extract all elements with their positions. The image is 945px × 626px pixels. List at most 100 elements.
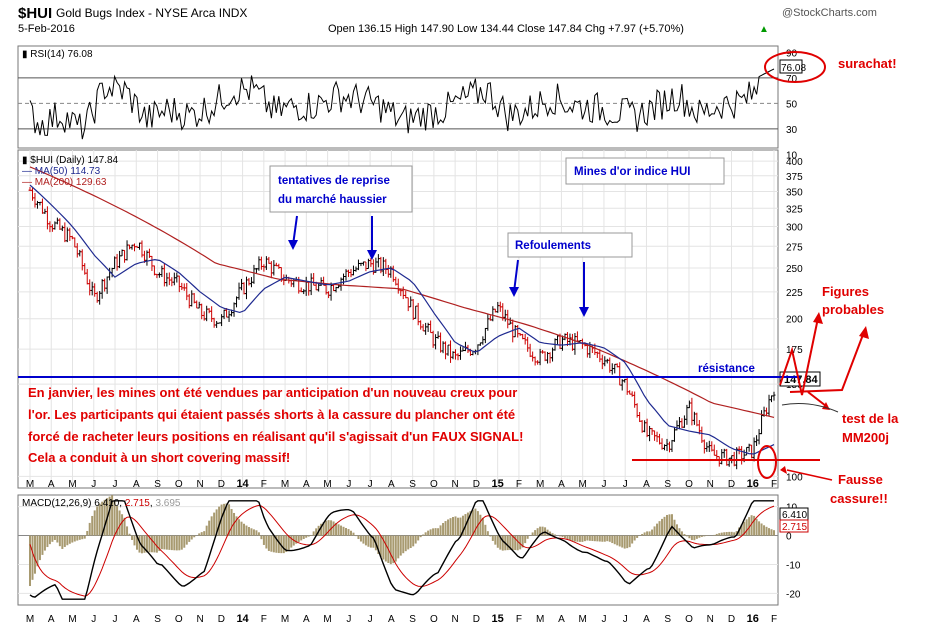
price-x-tick-label: M [579,479,587,490]
price-legend-entry: — MA(200) 129.63 [22,177,107,188]
macd-panel: 100-10-20 MACD(12,26,9) 6.410, 2.715, 3.… [17,494,809,625]
rsi-tick-label: 70 [786,74,798,85]
price-x-tick-label: A [388,479,395,490]
price-x-tick-label: A [643,479,650,490]
macd-x-tick-label: F [771,614,777,625]
quote-up-arrow: ▲ [759,24,769,35]
annotation-figures-1: Figures [822,284,869,299]
rsi-last-value: 76.08 [781,63,806,74]
price-x-tick-label: M [281,479,289,490]
chart-name: Gold Bugs Index - NYSE Arca INDX [56,6,247,20]
price-x-tick-label: J [601,479,606,490]
comment-line-3: forcé de racheter leurs positions en réa… [28,429,523,444]
macd-x-tick-label: F [516,614,522,625]
scenario-path-2 [789,331,865,393]
price-x-tick-label: J [346,479,351,490]
macd-x-tick-label: M [536,614,544,625]
macd-x-tick-label: M [323,614,331,625]
price-x-tick-label: J [113,479,118,490]
price-x-tick-label: A [48,479,55,490]
chart-symbol: $HUI [18,5,52,22]
macd-x-tick-label: O [175,614,183,625]
price-last-value: 147.84 [784,374,819,386]
price-x-tick-label: M [26,479,34,490]
macd-x-tick-label: A [48,614,55,625]
price-tick-label: 400 [786,157,803,168]
macd-x-tick-label: A [643,614,650,625]
price-legend-entry: — MA(50) 114.73 [22,166,101,177]
rsi-line [29,68,775,140]
price-x-tick-label: 14 [236,478,249,490]
price-tick-label: 325 [786,204,803,215]
macd-x-tick-label: J [623,614,628,625]
macd-x-tick-label: M [579,614,587,625]
price-x-tick-label: N [452,479,459,490]
macd-signal-last-value: 2.715 [782,522,807,533]
macd-x-tick-label: A [133,614,140,625]
price-x-tick-label: M [68,479,76,490]
macd-x-tick-label: J [368,614,373,625]
ma200-line [29,166,775,418]
macd-x-tick-label: M [26,614,34,625]
macd-line [29,500,774,600]
macd-tick-label: -20 [786,589,801,600]
annotation-fausse-2: cassure!! [830,491,888,506]
macd-x-tick-label: J [113,614,118,625]
annotation-resistance: résistance [698,363,755,375]
annotation-figures-2: probables [822,302,884,317]
macd-x-tick-label: 14 [236,613,249,625]
macd-legend: MACD(12,26,9) 6.410, 2.715, 3.695 [22,498,181,509]
macd-tick-label: 0 [786,532,792,543]
rsi-tick-label: 50 [786,99,798,110]
price-tick-label: 275 [786,242,803,253]
price-x-tick-label: J [368,479,373,490]
scenario-curve [781,403,839,413]
price-x-tick-label: A [133,479,140,490]
price-x-tick-label: O [685,479,693,490]
macd-x-tick-label: D [218,614,225,625]
price-legend: ▮ $HUI (Daily) 147.84— MA(50) 114.73— MA… [22,155,119,188]
price-x-tick-label: 15 [492,478,504,490]
scenario-path-3 [807,391,827,407]
price-x-tick-label: 16 [747,478,759,490]
macd-tick-label: -10 [786,560,801,571]
price-tick-label: 350 [786,187,803,198]
macd-x-tick-label: D [728,614,735,625]
macd-x-tick-label: 15 [492,613,504,625]
price-x-tick-label: F [516,479,522,490]
macd-x-tick-label: A [303,614,310,625]
price-legend-entry: ▮ $HUI (Daily) 147.84 [22,155,119,166]
price-x-tick-label: M [323,479,331,490]
macd-x-tick-label: F [261,614,267,625]
price-tick-label: 200 [786,315,803,326]
chart-source: @StockCharts.com [782,7,877,19]
price-x-tick-label: J [91,479,96,490]
annotation-test-2: MM200j [842,430,889,445]
annotations: surachat! tentatives de reprise du march… [18,51,899,506]
annotation-fausse-1: Fausse [838,472,883,487]
price-tick-label: 375 [786,172,803,183]
fausse-cassure-circle [757,445,777,479]
chart-quote: Open 136.15 High 147.90 Low 134.44 Close… [328,23,684,35]
macd-x-tick-label: O [685,614,693,625]
comment-block: En janvier, les mines ont été vendues pa… [28,385,523,465]
price-tick-label: 100 [786,472,803,483]
surachat-circle [764,51,826,83]
macd-x-tick-label: A [558,614,565,625]
price-tick-label: 300 [786,223,803,234]
macd-x-tick-label: M [68,614,76,625]
rsi-legend-mark: ▮ [22,49,30,60]
macd-last-value: 6.410 [782,510,807,521]
price-x-tick-label: S [664,479,671,490]
macd-x-tick-label: 16 [747,613,759,625]
price-x-tick-label: N [196,479,203,490]
price-x-tick-label: J [623,479,628,490]
annotation-tentatives-1: tentatives de reprise [278,175,390,187]
price-tick-label: 250 [786,264,803,275]
rsi-tick-label: 30 [786,125,798,136]
rsi-legend: ▮ RSI(14) 76.08 [22,49,93,60]
price-x-tick-label: D [218,479,225,490]
price-x-tick-label: N [707,479,714,490]
price-x-tick-label: S [154,479,161,490]
price-x-tick-label: F [261,479,267,490]
